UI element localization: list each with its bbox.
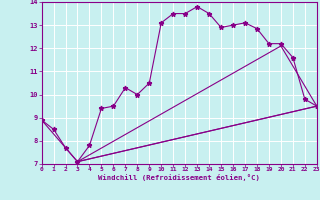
- X-axis label: Windchill (Refroidissement éolien,°C): Windchill (Refroidissement éolien,°C): [98, 174, 260, 181]
